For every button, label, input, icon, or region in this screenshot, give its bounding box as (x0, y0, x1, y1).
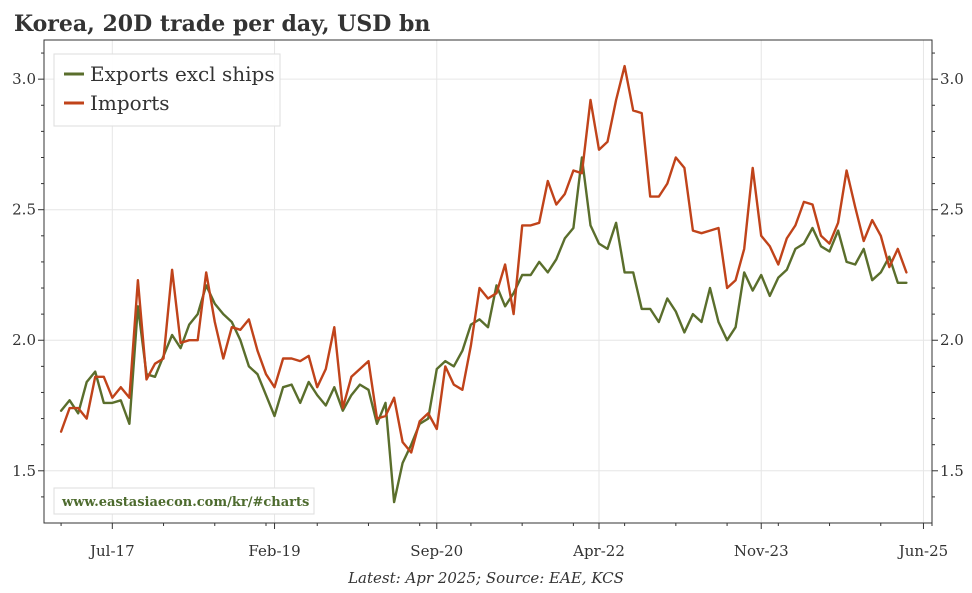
y-axis-right: 1.5 2.0 2.5 3.0 (932, 52, 964, 498)
legend-box (53, 53, 281, 127)
chart-title: Korea, 20D trade per day, USD bn (14, 11, 430, 37)
y-tick-label-left: 2.5 (12, 201, 36, 219)
y-tick-label-left: 2.0 (12, 331, 36, 349)
y-axis-left: 1.5 2.0 2.5 3.0 (12, 52, 44, 498)
watermark-box (53, 487, 315, 515)
series-lines (59, 64, 908, 504)
x-tick-label: Apr-22 (572, 542, 625, 560)
y-tick-label-right: 2.0 (940, 331, 964, 349)
series-line-exports (59, 156, 908, 504)
x-tick-label: Feb-19 (248, 542, 300, 560)
y-tick-label-right: 3.0 (940, 70, 964, 88)
x-tick-label: Jul-17 (88, 542, 135, 560)
watermark: www.eastasiaecon.com/kr/#charts (53, 487, 315, 515)
y-tick-label-left: 1.5 (12, 462, 36, 480)
x-tick-label: Nov-23 (734, 542, 789, 560)
x-axis: Jul-17 Feb-19 Sep-20 Apr-22 Nov-23 Jun-25 (60, 523, 949, 560)
legend: Exports excl ships Imports (53, 53, 281, 127)
legend-label-exports: Exports excl ships (90, 62, 275, 86)
chart-footer: Latest: Apr 2025; Source: EAE, KCS (347, 569, 624, 587)
x-tick-label: Jun-25 (897, 542, 949, 560)
watermark-text: www.eastasiaecon.com/kr/#charts (61, 495, 309, 510)
series-line-imports (59, 64, 908, 454)
legend-label-imports: Imports (90, 91, 170, 115)
y-tick-label-right: 1.5 (940, 462, 964, 480)
plot-frame (43, 39, 933, 524)
y-tick-label-right: 2.5 (940, 201, 964, 219)
x-tick-label: Sep-20 (410, 542, 463, 560)
y-tick-label-left: 3.0 (12, 70, 36, 88)
